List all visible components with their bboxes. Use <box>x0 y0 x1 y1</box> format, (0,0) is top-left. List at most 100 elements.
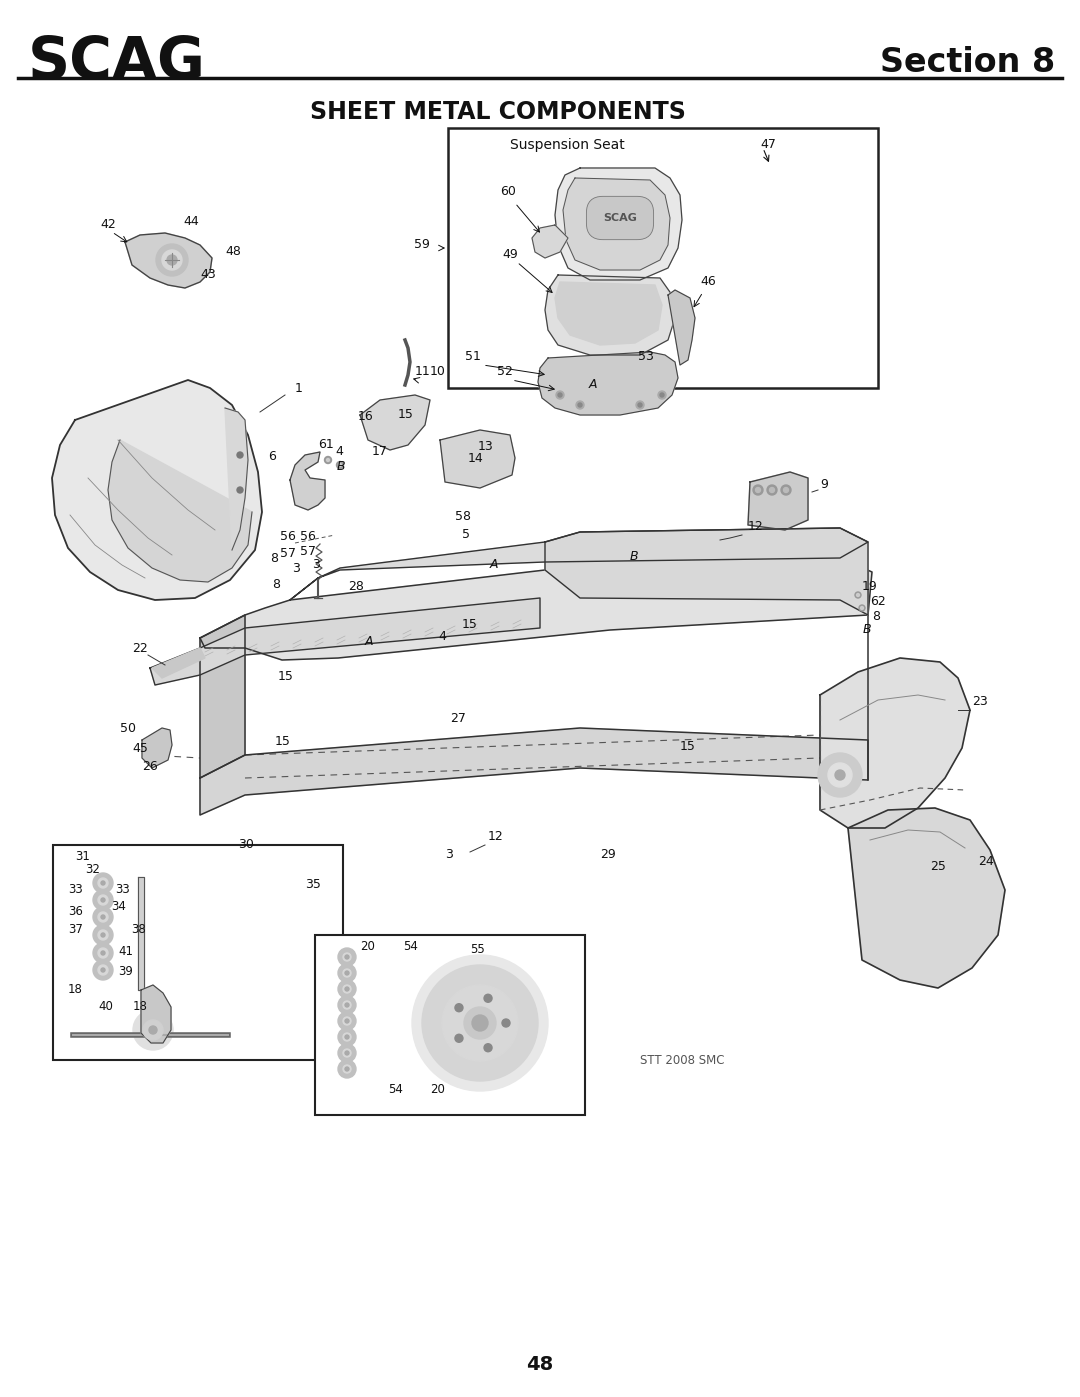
Circle shape <box>658 391 666 400</box>
Text: 53: 53 <box>638 351 653 363</box>
Text: 51: 51 <box>465 351 481 363</box>
Circle shape <box>149 1025 157 1034</box>
Circle shape <box>345 971 349 975</box>
Circle shape <box>338 996 356 1014</box>
FancyBboxPatch shape <box>448 129 878 388</box>
Circle shape <box>345 1018 349 1023</box>
Text: 1: 1 <box>295 381 302 395</box>
Text: 32: 32 <box>85 863 99 876</box>
Text: 24: 24 <box>978 855 994 868</box>
Circle shape <box>337 461 343 468</box>
Circle shape <box>855 592 861 598</box>
Circle shape <box>345 1051 349 1055</box>
Circle shape <box>861 606 864 609</box>
Text: 17: 17 <box>372 446 388 458</box>
Text: 10: 10 <box>430 365 446 379</box>
Text: A: A <box>490 557 499 571</box>
Polygon shape <box>538 352 678 415</box>
Circle shape <box>576 401 584 409</box>
Text: 5: 5 <box>462 528 470 541</box>
Circle shape <box>102 968 105 972</box>
Circle shape <box>484 1044 492 1052</box>
Text: 15: 15 <box>399 408 414 420</box>
Text: 57: 57 <box>280 548 296 560</box>
Text: STT 2008 SMC: STT 2008 SMC <box>640 1053 725 1066</box>
Circle shape <box>237 488 243 493</box>
Circle shape <box>783 488 788 493</box>
Circle shape <box>442 985 518 1060</box>
Polygon shape <box>125 233 212 288</box>
Text: 30: 30 <box>238 838 254 851</box>
Circle shape <box>556 391 564 400</box>
Circle shape <box>767 485 777 495</box>
Text: 19: 19 <box>862 580 878 592</box>
FancyBboxPatch shape <box>315 935 585 1115</box>
Circle shape <box>338 1028 356 1046</box>
Text: 50: 50 <box>120 722 136 735</box>
Circle shape <box>660 393 664 397</box>
Text: 3: 3 <box>445 848 453 861</box>
Text: 43: 43 <box>200 268 216 281</box>
Circle shape <box>343 1065 351 1073</box>
Text: 48: 48 <box>526 1355 554 1375</box>
Circle shape <box>338 949 356 965</box>
Circle shape <box>472 1016 488 1031</box>
Text: 54: 54 <box>388 1083 403 1097</box>
Circle shape <box>93 943 113 963</box>
Circle shape <box>464 1007 496 1039</box>
Text: 45: 45 <box>132 742 148 754</box>
Circle shape <box>578 402 582 407</box>
Text: B: B <box>630 550 638 563</box>
Text: Suspension Seat: Suspension Seat <box>510 138 624 152</box>
Text: 3: 3 <box>312 557 320 571</box>
Polygon shape <box>360 395 430 450</box>
Text: 6: 6 <box>268 450 275 462</box>
Polygon shape <box>555 282 662 345</box>
Circle shape <box>345 1067 349 1071</box>
Circle shape <box>133 1010 173 1051</box>
Circle shape <box>769 488 774 493</box>
Text: 18: 18 <box>68 983 83 996</box>
Text: B: B <box>863 623 872 636</box>
Circle shape <box>502 1018 510 1027</box>
Text: SHEET METAL COMPONENTS: SHEET METAL COMPONENTS <box>310 101 686 124</box>
Text: 11: 11 <box>415 365 431 379</box>
Circle shape <box>156 244 188 277</box>
Circle shape <box>98 912 108 922</box>
Circle shape <box>338 981 356 997</box>
Circle shape <box>343 953 351 961</box>
Text: Section 8: Section 8 <box>880 46 1055 78</box>
Text: 12: 12 <box>488 830 503 842</box>
Circle shape <box>338 464 341 467</box>
Text: 29: 29 <box>600 848 616 861</box>
Circle shape <box>455 1003 463 1011</box>
Circle shape <box>558 393 562 397</box>
Text: 37: 37 <box>68 923 83 936</box>
Circle shape <box>98 877 108 888</box>
Circle shape <box>338 964 356 982</box>
Polygon shape <box>440 430 515 488</box>
Polygon shape <box>108 440 252 583</box>
Text: 36: 36 <box>68 905 83 918</box>
Circle shape <box>324 457 332 464</box>
Circle shape <box>98 895 108 905</box>
Circle shape <box>828 763 852 787</box>
Polygon shape <box>152 648 205 678</box>
Text: 12: 12 <box>748 520 764 534</box>
Text: 22: 22 <box>132 643 148 655</box>
Circle shape <box>93 907 113 928</box>
FancyBboxPatch shape <box>53 845 343 1060</box>
Text: 13: 13 <box>478 440 494 453</box>
Circle shape <box>343 1002 351 1009</box>
Circle shape <box>345 1003 349 1007</box>
Text: 39: 39 <box>118 965 133 978</box>
Circle shape <box>343 970 351 977</box>
Text: SCAG: SCAG <box>603 212 637 224</box>
Text: 31: 31 <box>75 849 90 863</box>
Circle shape <box>345 956 349 958</box>
Text: 14: 14 <box>468 453 484 465</box>
Text: 16: 16 <box>357 409 374 423</box>
Polygon shape <box>545 275 675 355</box>
Text: 47: 47 <box>760 138 775 151</box>
Text: A: A <box>589 379 597 391</box>
